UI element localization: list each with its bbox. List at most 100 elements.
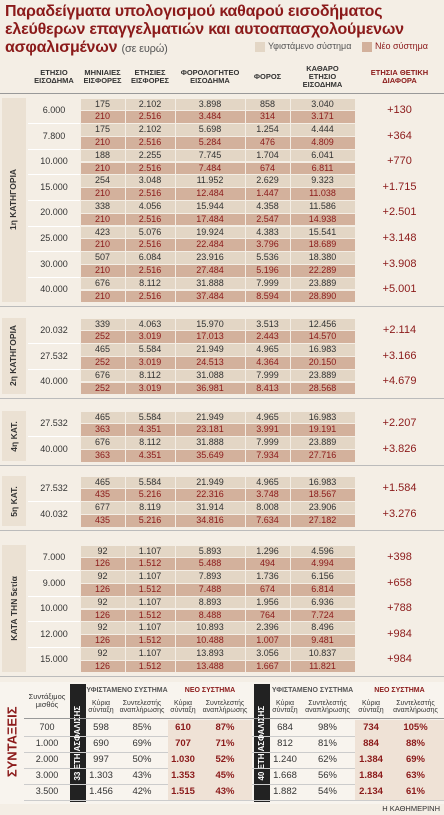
new-value: 27.716 xyxy=(290,449,355,462)
old-value: 31.088 xyxy=(175,369,245,382)
new-value: 19.191 xyxy=(290,424,355,437)
group-rule xyxy=(0,676,444,677)
subtitle: (σε ευρώ) xyxy=(121,43,168,55)
new-value: 5.216 xyxy=(125,514,175,527)
new-value: 4.351 xyxy=(125,424,175,437)
income: 15.000 xyxy=(40,654,68,665)
pension-row-rule xyxy=(24,751,444,753)
new-value: 1.512 xyxy=(125,609,175,622)
old-value: 21.949 xyxy=(175,344,245,356)
new-value: 210 xyxy=(80,162,125,175)
group-label-panel: ΚΑΤΑ ΤΗΝ 5ετία xyxy=(2,545,26,672)
pension-value: 610 xyxy=(168,720,198,736)
new-value: 3.991 xyxy=(245,424,290,437)
pensions-label-text: ΣΥΝΤΑΞΕΙΣ xyxy=(4,706,20,778)
pension-value: 1.884 xyxy=(355,768,387,784)
old-value: 254 xyxy=(80,175,125,188)
pension-value: 1.353 xyxy=(168,768,198,784)
old-value: 188 xyxy=(80,149,125,162)
new-value: 3.019 xyxy=(125,382,175,395)
new-value: 36.981 xyxy=(175,382,245,395)
row-rule xyxy=(28,174,80,176)
period-bar-text: 33 ΕΤΗ ΑΣΦΑΛΙΣΗΣ xyxy=(72,705,82,781)
pension-value: 42% xyxy=(132,786,152,798)
old-value: 7.999 xyxy=(245,277,290,290)
salary-header: Συντάξιμος μισθός xyxy=(28,692,66,709)
new-value: 17.484 xyxy=(175,213,245,226)
pension-value: 52% xyxy=(198,752,252,768)
new-value: 764 xyxy=(245,609,290,622)
group-rule xyxy=(0,397,444,399)
new-value: 20.150 xyxy=(290,356,355,369)
old-value: 1.254 xyxy=(245,124,290,136)
new-value: 210 xyxy=(80,213,125,226)
new-value: 210 xyxy=(80,264,125,277)
difference: +5.001 xyxy=(382,283,417,296)
old-value: 5.584 xyxy=(125,344,175,356)
pension-value: 598 xyxy=(93,722,109,734)
old-value: 6.041 xyxy=(290,149,355,162)
period-bar: 40 ΕΤΗ ΑΣΦΑΛΙΣΗΣ xyxy=(254,684,270,802)
group-rule xyxy=(0,530,444,532)
old-value: 16.983 xyxy=(290,344,355,356)
new-value: 13.488 xyxy=(175,660,245,673)
difference: +3.276 xyxy=(382,507,417,520)
new-value: 12.484 xyxy=(175,188,245,200)
new-value: 4.364 xyxy=(245,356,290,369)
difference: +3.166 xyxy=(382,349,417,362)
new-value: 23.181 xyxy=(175,424,245,437)
new-value: 14.938 xyxy=(290,213,355,226)
new-value: 674 xyxy=(245,162,290,175)
new-value: 3.484 xyxy=(175,111,245,124)
new-value: 2.516 xyxy=(125,188,175,200)
difference: +2.207 xyxy=(382,417,417,430)
old-value: 4.444 xyxy=(290,124,355,136)
difference: +3.148 xyxy=(382,232,417,245)
new-value: 11.038 xyxy=(290,188,355,200)
pension-value: 1.384 xyxy=(355,752,387,768)
group-label-panel-text: 1η ΚΑΤΗΓΟΡΙΑ xyxy=(8,169,19,231)
legend-old: Υφιστάμενο σύστημα xyxy=(268,41,352,52)
pension-value: 2.134 xyxy=(355,784,387,800)
pension-value: 1.515 xyxy=(168,784,198,800)
old-value: 2.102 xyxy=(125,98,175,111)
period-bar-text: 40 ΕΤΗ ΑΣΦΑΛΙΣΗΣ xyxy=(256,705,266,781)
old-value: 92 xyxy=(80,571,125,583)
old-value: 8.112 xyxy=(125,277,175,290)
old-value: 465 xyxy=(80,344,125,356)
old-value: 3.898 xyxy=(175,98,245,111)
old-value: 1.107 xyxy=(125,596,175,609)
pensions-label: ΣΥΝΤΑΞΕΙΣ xyxy=(0,682,24,802)
old-value: 338 xyxy=(80,200,125,213)
pension-value: 81% xyxy=(317,738,337,750)
old-value: 15.541 xyxy=(290,226,355,239)
title-block: Παραδείγματα υπολογισμού καθαρού εισοδήμ… xyxy=(5,3,425,58)
income: 20.000 xyxy=(40,207,68,218)
system-header: ΥΦΙΣΤΑΜΕΝΟ ΣΥΣΤΗΜΑ xyxy=(86,686,168,694)
old-value: 677 xyxy=(80,502,125,514)
old-value: 23.889 xyxy=(290,369,355,382)
sub-header: Κύρια σύνταξη xyxy=(358,699,384,714)
old-value: 676 xyxy=(80,277,125,290)
old-value: 339 xyxy=(80,318,125,331)
new-value: 210 xyxy=(80,239,125,252)
column-header: ΦΟΡΟΣ xyxy=(253,72,282,82)
new-value: 435 xyxy=(80,514,125,527)
old-value: 8.496 xyxy=(290,622,355,635)
new-value: 24.513 xyxy=(175,356,245,369)
pension-value: 85% xyxy=(132,722,152,734)
new-value: 27.484 xyxy=(175,264,245,277)
new-value: 34.816 xyxy=(175,514,245,527)
income: 9.000 xyxy=(42,577,66,588)
new-value: 252 xyxy=(80,331,125,344)
new-value: 2.547 xyxy=(245,213,290,226)
source: Η ΚΑΘΗΜΕΡΙΝΗ xyxy=(382,803,440,813)
new-value: 22.289 xyxy=(290,264,355,277)
new-value: 314 xyxy=(245,111,290,124)
sub-header: Κύρια σύνταξη xyxy=(170,699,196,714)
old-value: 10.837 xyxy=(290,647,355,660)
difference: +984 xyxy=(387,653,412,666)
income: 15.000 xyxy=(40,181,68,192)
old-value: 15.970 xyxy=(175,318,245,331)
pension-value: 1.882 xyxy=(273,786,297,798)
